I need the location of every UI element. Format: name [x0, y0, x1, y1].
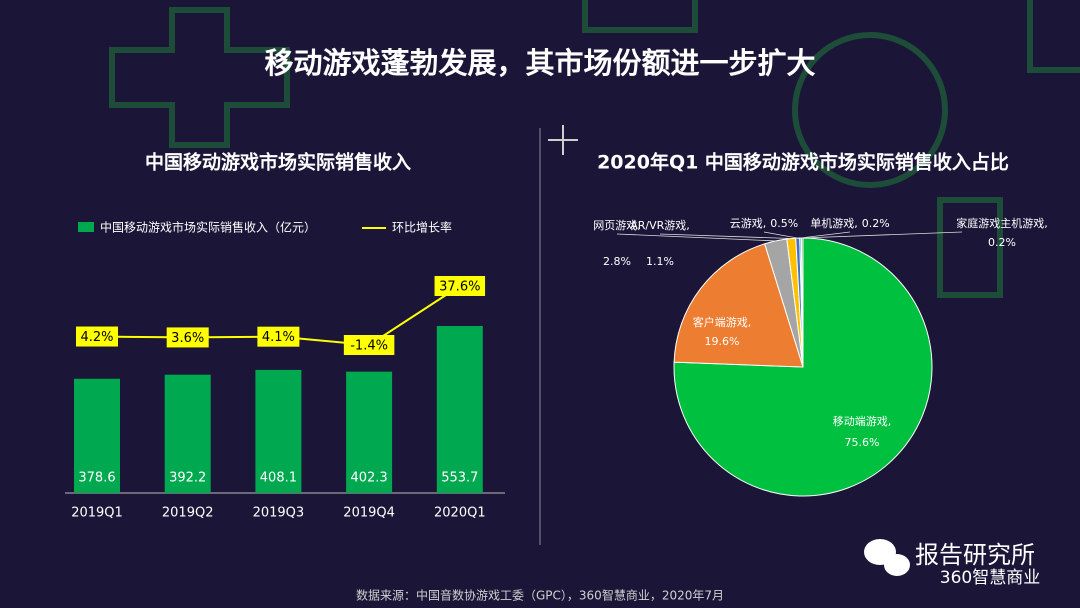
- watermark: 报告研究所: [915, 541, 1035, 569]
- data-label: 392.2: [169, 471, 206, 486]
- value-label: 19.6%: [705, 335, 740, 348]
- data-label: 单机游戏, 0.2%: [810, 216, 889, 230]
- x-tick-label: 2019Q1: [71, 506, 123, 521]
- category-label: 客户端游戏,: [693, 315, 752, 329]
- value-label: 0.2%: [862, 217, 890, 230]
- bar: [164, 374, 211, 493]
- value-label: 1.1%: [646, 255, 674, 268]
- decoration: [109, 0, 1080, 298]
- x-tick-label: 2019Q3: [253, 506, 305, 521]
- leader-line: [659, 233, 792, 239]
- category-label: AR/VR游戏,: [630, 219, 690, 232]
- category-label: 云游戏,: [730, 217, 767, 230]
- data-label: 4.1%: [262, 330, 295, 345]
- legend-label: 中国移动游戏市场实际销售收入（亿元）: [100, 220, 316, 235]
- value-label: 0.2%: [988, 236, 1016, 249]
- bar: [346, 371, 393, 493]
- x-tick-label: 2019Q4: [343, 506, 395, 521]
- leader-line: [763, 231, 798, 239]
- chart-title: 2020年Q1 中国移动游戏市场实际销售收入占比: [597, 151, 1009, 174]
- data-label-box: [343, 335, 395, 355]
- category-label: 网页游戏,: [593, 219, 641, 232]
- category-label: 单机游戏,: [810, 216, 858, 230]
- value-label: 0.5%: [770, 217, 798, 230]
- data-label: 402.3: [350, 471, 387, 486]
- cross-icon: [548, 125, 578, 155]
- x-tick-label: 2019Q2: [162, 506, 214, 521]
- data-label: 云游戏, 0.5%: [730, 217, 798, 230]
- data-label-box: [257, 326, 300, 347]
- data-label: 37.6%: [439, 280, 480, 295]
- legend-swatch: [78, 222, 94, 232]
- x-tick-label: 2020Q1: [434, 506, 486, 521]
- legend-label: 环比增长率: [392, 220, 452, 235]
- chart-title: 中国移动游戏市场实际销售收入: [145, 151, 411, 174]
- data-label: 553.7: [441, 471, 478, 486]
- leader-line: [802, 231, 963, 239]
- data-label: 4.2%: [80, 330, 113, 345]
- data-label: 408.1: [260, 471, 297, 486]
- wechat-icon: [864, 539, 910, 576]
- bar: [436, 326, 483, 493]
- data-label: 3.6%: [171, 331, 204, 346]
- leader-line: [616, 233, 776, 242]
- leader-line: [800, 231, 851, 239]
- value-label: 75.6%: [845, 436, 880, 449]
- data-label: 378.6: [78, 471, 115, 486]
- watermark: 360智慧商业: [940, 568, 1040, 588]
- slide-title: 移动游戏蓬勃发展，其市场份额进一步扩大: [264, 46, 815, 80]
- bar: [74, 378, 120, 493]
- category-label: 移动端游戏,: [833, 415, 892, 428]
- value-label: 2.8%: [603, 255, 631, 268]
- category-label: 家庭游戏主机游戏,: [956, 216, 1048, 230]
- data-label-box: [434, 276, 486, 296]
- bar: [255, 369, 302, 493]
- pie-slice: [673, 243, 804, 368]
- data-label: -1.4%: [350, 339, 388, 354]
- source: 数据来源：中国音数协游戏工委（GPC），360智慧商业，2020年7月: [356, 588, 724, 603]
- data-label-box: [76, 326, 118, 347]
- data-label-box: [166, 327, 209, 348]
